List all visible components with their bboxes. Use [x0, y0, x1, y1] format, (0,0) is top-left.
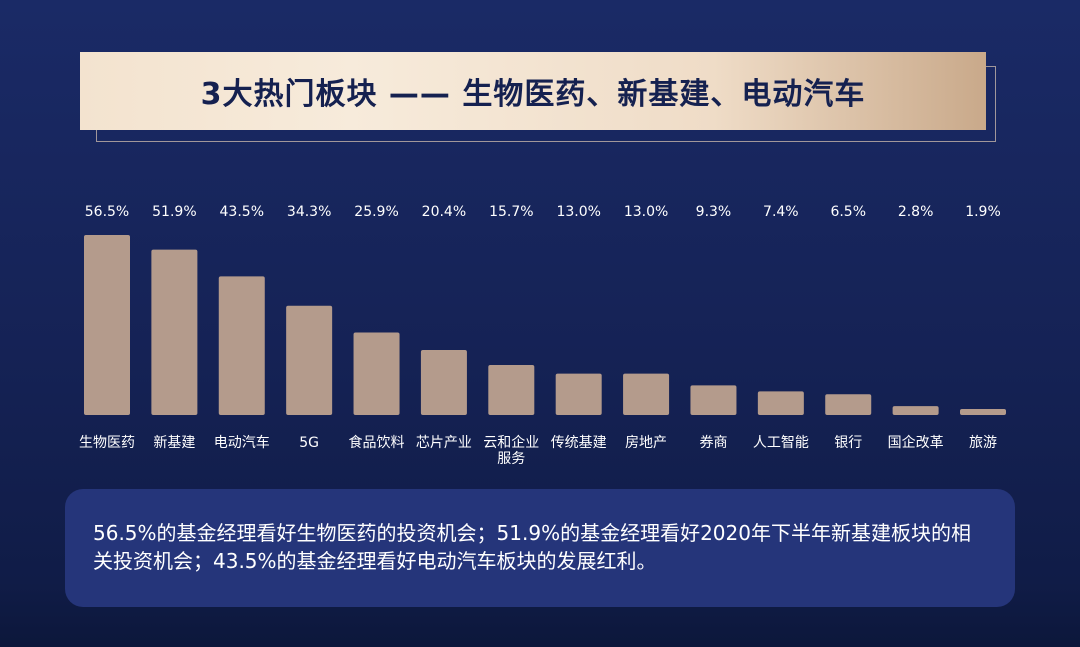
value-label-4: 25.9% — [354, 204, 398, 220]
value-label-3: 34.3% — [287, 204, 331, 220]
category-label-11: 银行 — [834, 435, 862, 451]
bar-7 — [555, 373, 602, 415]
bar-9 — [690, 385, 737, 415]
bar-11 — [825, 394, 872, 415]
category-label-0: 生物医药 — [79, 435, 135, 451]
bar-8 — [623, 373, 670, 415]
bar-4 — [353, 332, 400, 415]
category-label-13: 旅游 — [969, 435, 997, 451]
value-label-0: 56.5% — [85, 204, 129, 220]
category-label-4: 食品饮料 — [349, 434, 405, 451]
bar-5 — [420, 350, 467, 415]
category-label-12: 国企改革 — [888, 434, 944, 451]
value-label-7: 13.0% — [556, 204, 600, 220]
value-label-8: 13.0% — [624, 204, 668, 220]
bar-10 — [757, 391, 804, 415]
title-banner-group: 3大热门板块 —— 生物医药、新基建、电动汽车 — [80, 52, 1002, 144]
value-label-10: 7.4% — [763, 204, 799, 220]
bar-13 — [960, 408, 1006, 415]
category-label-8: 房地产 — [625, 435, 667, 451]
bar-chart: 56.5% 生物医药 51.9% 新基建 43.5% 电动汽车 34.3% 5G 25.9% 食品… — [79, 204, 1006, 467]
category-label-1: 新基建 — [153, 434, 195, 451]
value-label-9: 9.3% — [696, 204, 732, 220]
title-banner: 3大热门板块 —— 生物医药、新基建、电动汽车 — [80, 52, 986, 130]
value-label-12: 2.8% — [898, 204, 934, 220]
summary-box: 56.5%的基金经理看好生物医药的投资机会；51.9%的基金经理看好2020年下… — [65, 489, 1015, 607]
summary-text: 56.5%的基金经理看好生物医药的投资机会；51.9%的基金经理看好2020年下… — [93, 521, 971, 573]
value-label-1: 51.9% — [152, 204, 196, 220]
category-label-6: 云和企业服务 — [483, 434, 539, 467]
category-label-3: 5G — [299, 435, 319, 451]
bar-2 — [218, 276, 265, 415]
bar-0 — [84, 235, 130, 415]
value-label-11: 6.5% — [830, 204, 866, 220]
value-label-6: 15.7% — [489, 204, 533, 220]
category-label-2: 电动汽车 — [214, 434, 270, 451]
bar-12 — [892, 406, 939, 415]
value-label-2: 43.5% — [220, 204, 264, 220]
page-title: 3大热门板块 —— 生物医药、新基建、电动汽车 — [200, 77, 866, 112]
category-label-10: 人工智能 — [753, 435, 809, 451]
value-label-5: 20.4% — [422, 204, 466, 220]
bar-6 — [488, 364, 535, 415]
category-label-5: 芯片产业 — [416, 435, 472, 451]
category-label-7: 传统基建 — [551, 434, 607, 451]
bar-1 — [151, 249, 198, 415]
value-label-13: 1.9% — [965, 204, 1001, 220]
bar-3 — [286, 305, 333, 415]
category-label-9: 券商 — [699, 435, 727, 451]
